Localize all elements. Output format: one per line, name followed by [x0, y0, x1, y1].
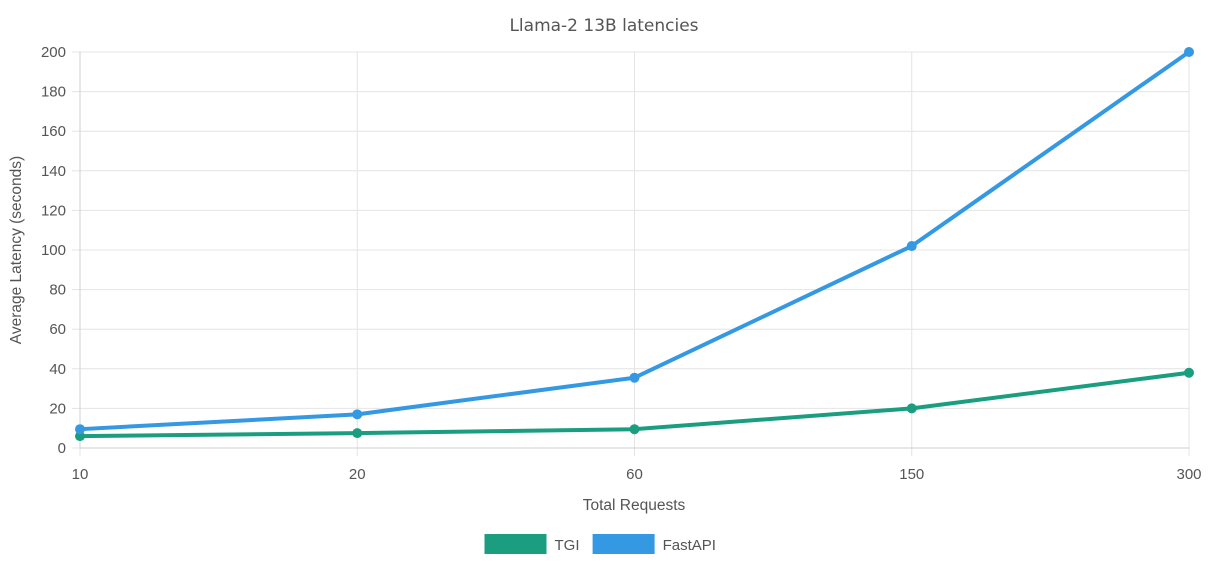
- data-point-fastapi[interactable]: [75, 424, 85, 435]
- chart-title: Llama-2 13B latencies: [509, 16, 698, 36]
- x-tick-label: 20: [349, 466, 366, 483]
- axes: 0 20 40 60 80 100 120 140 160 180 200 10 20 60 150 300: [41, 44, 1202, 483]
- legend-item-fastapi[interactable]: FastAPI: [592, 534, 716, 554]
- y-axis-label: Average Latency (seconds): [8, 156, 25, 344]
- legend-swatch-fastapi: [592, 534, 655, 554]
- series-group: [75, 47, 1194, 442]
- y-tick-label: 180: [41, 84, 66, 101]
- data-point-tgi[interactable]: [352, 428, 363, 439]
- y-tick-label: 0: [58, 440, 66, 457]
- y-tick-label: 120: [41, 202, 66, 219]
- data-point-fastapi[interactable]: [1184, 47, 1194, 57]
- data-point-tgi[interactable]: [629, 424, 640, 435]
- y-tick-label: 80: [49, 282, 66, 299]
- x-tick-label: 60: [626, 466, 643, 483]
- legend-item-tgi[interactable]: TGI: [484, 534, 580, 554]
- x-tick-label: 10: [72, 466, 89, 483]
- data-point-fastapi[interactable]: [906, 241, 917, 252]
- series-fastapi: [75, 47, 1194, 435]
- y-tick-label: 60: [49, 321, 66, 338]
- y-tick-label: 160: [41, 123, 66, 140]
- y-tick-label: 140: [41, 163, 66, 180]
- x-tick-label: 150: [899, 466, 924, 483]
- legend-label-fastapi: FastAPI: [663, 537, 716, 554]
- data-point-fastapi[interactable]: [352, 409, 363, 420]
- series-tgi: [75, 367, 1194, 442]
- data-point-tgi[interactable]: [1184, 367, 1194, 378]
- legend-swatch-tgi: [484, 534, 547, 554]
- legend[interactable]: TGI FastAPI: [484, 534, 716, 554]
- legend-label-tgi: TGI: [555, 537, 580, 554]
- x-axis-label: Total Requests: [583, 497, 686, 514]
- y-tick-label: 20: [49, 400, 66, 417]
- y-tick-label: 100: [41, 242, 66, 259]
- y-tick-label: 40: [49, 361, 66, 378]
- x-tick-label: 300: [1176, 466, 1201, 483]
- y-tick-label: 200: [41, 44, 66, 61]
- data-point-tgi[interactable]: [906, 403, 917, 414]
- data-point-fastapi[interactable]: [629, 372, 640, 383]
- data-point-tgi[interactable]: [75, 431, 85, 442]
